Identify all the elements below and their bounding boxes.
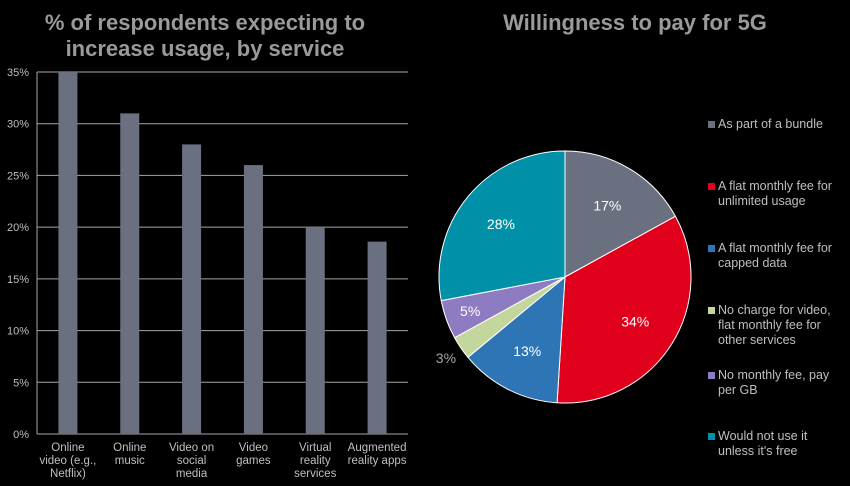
legend-item: Would not use it unless it's free — [708, 429, 848, 459]
y-tick-label: 0% — [13, 429, 29, 441]
y-tick-label: 30% — [7, 119, 29, 131]
legend-item: As part of a bundle — [708, 117, 848, 132]
legend-label: A flat monthly fee for capped data — [718, 241, 832, 270]
legend-label: A flat monthly fee for unlimited usage — [718, 179, 832, 208]
legend-swatch — [708, 307, 715, 314]
legend-label: No charge for video, flat monthly fee for… — [718, 303, 831, 347]
x-tick-label: Video on social media — [169, 442, 214, 480]
legend-label: Would not use it unless it's free — [718, 429, 808, 458]
pie-slice — [467, 275, 566, 404]
pie-data-label: 5% — [460, 303, 480, 319]
pie-slice — [438, 150, 566, 302]
bar-chart-title-line-2: increase usage, by service — [65, 36, 345, 61]
y-tick-label: 35% — [7, 67, 29, 79]
pie-data-label: 34% — [621, 314, 649, 330]
x-tick-label: Online music — [113, 442, 146, 467]
bar-chart-title: % of respondents expecting to increase u… — [10, 10, 400, 62]
bar-chart-title-line-1: % of respondents expecting to — [44, 10, 366, 35]
x-tick-label: Augmented reality apps — [348, 442, 407, 467]
bar — [120, 113, 140, 434]
legend-item: No charge for video, flat monthly fee for… — [708, 303, 848, 348]
x-tick-label: Virtual reality services — [294, 442, 336, 480]
legend-swatch — [708, 433, 715, 440]
y-tick-label: 10% — [7, 326, 29, 338]
legend-label: As part of a bundle — [718, 117, 823, 131]
y-tick-label: 25% — [7, 170, 29, 182]
pie-slice — [564, 150, 677, 278]
legend-label: No monthly fee, pay per GB — [718, 368, 830, 397]
bar — [58, 72, 78, 434]
legend-item: A flat monthly fee for capped data — [708, 241, 848, 271]
legend-item: No monthly fee, pay per GB — [708, 368, 848, 398]
x-tick-label: Online video (e.g., Netflix) — [39, 442, 96, 480]
bar — [305, 227, 325, 434]
pie-data-label: 28% — [487, 216, 515, 232]
y-tick-label: 20% — [7, 222, 29, 234]
legend-swatch — [708, 372, 715, 379]
y-tick-label: 5% — [13, 377, 29, 389]
bar — [243, 165, 263, 435]
legend-swatch — [708, 121, 715, 128]
legend-swatch — [708, 183, 715, 190]
pie-data-label: 13% — [513, 343, 541, 359]
legend-swatch — [708, 245, 715, 252]
bar — [367, 241, 387, 434]
pie-data-label: 17% — [593, 197, 621, 213]
pie-chart-title: Willingness to pay for 5G — [503, 10, 767, 35]
bar — [182, 144, 202, 434]
pie-slice — [556, 215, 692, 404]
pie-data-label: 3% — [436, 350, 456, 366]
y-tick-label: 15% — [7, 274, 29, 286]
legend-item: A flat monthly fee for unlimited usage — [708, 179, 848, 209]
x-tick-label: Video games — [236, 442, 271, 467]
